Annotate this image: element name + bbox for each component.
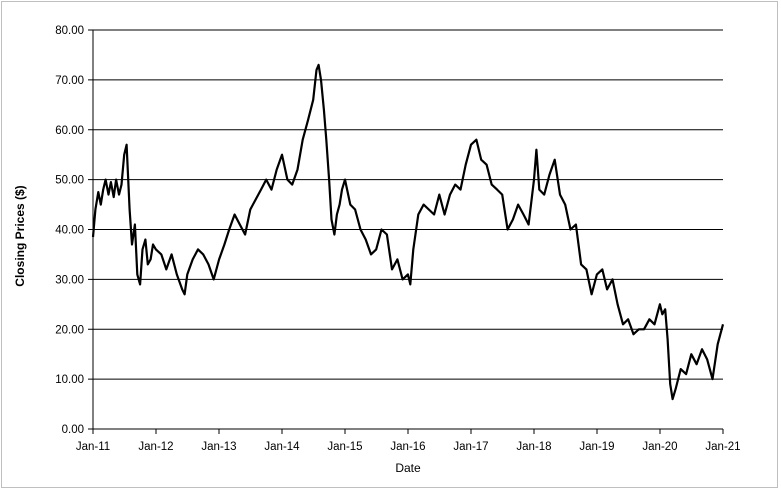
x-tick-label: Jan-16 xyxy=(390,441,425,453)
x-axis-label: Date xyxy=(395,461,421,475)
x-tick-label: Jan-11 xyxy=(76,441,110,453)
y-tick-label: 20.00 xyxy=(55,324,84,336)
x-tick-label: Jan-12 xyxy=(138,441,173,453)
y-tick-label: 10.00 xyxy=(55,374,84,386)
x-tick-label: Jan-20 xyxy=(642,441,677,453)
x-tick-labels: Jan-11 Jan-12 Jan-13 Jan-14 Jan-15 Jan-16 Jan-… xyxy=(76,429,741,453)
x-tick-label: Jan-13 xyxy=(201,441,236,453)
x-tick-label: Jan-21 xyxy=(705,441,740,453)
y-tick-label: 60.00 xyxy=(55,125,84,137)
closing-price-line xyxy=(91,63,725,401)
y-tick-label: 50.00 xyxy=(55,175,84,187)
y-tick-label: 80.00 xyxy=(55,25,84,37)
y-tick-label: 0.00 xyxy=(62,424,84,436)
y-tick-label: 40.00 xyxy=(55,225,84,237)
x-tick-label: Jan-15 xyxy=(327,441,362,453)
x-tick-label: Jan-17 xyxy=(453,441,488,453)
y-tick-labels: 0.00 10.00 20.00 30.00 40.00 50.00 60.00 70.00 8… xyxy=(55,25,93,436)
y-axis-label: Closing Prices ($) xyxy=(13,185,27,286)
x-tick-label: Jan-18 xyxy=(516,441,551,453)
y-tick-label: 70.00 xyxy=(55,75,84,87)
y-tick-label: 30.00 xyxy=(55,274,84,286)
x-tick-label: Jan-14 xyxy=(264,441,300,453)
gridlines xyxy=(92,29,723,430)
x-tick-label: Jan-19 xyxy=(579,441,614,453)
